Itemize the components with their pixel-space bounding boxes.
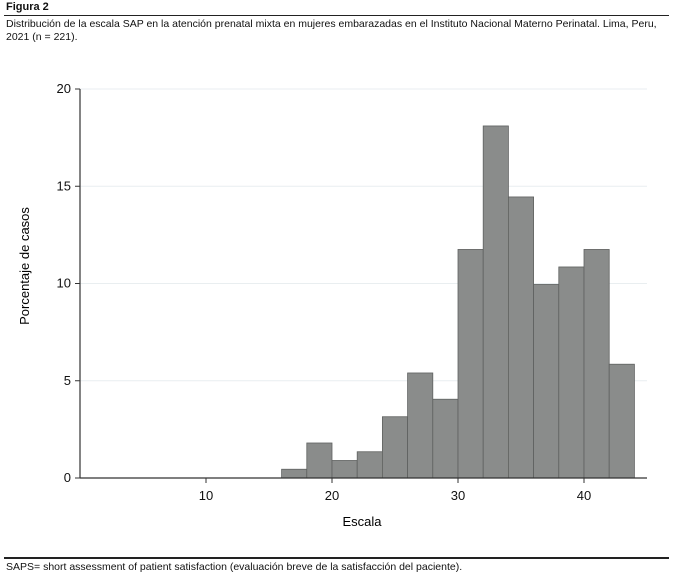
histogram-bar-9 [482,125,509,479]
histogram-bar-5 [381,416,408,479]
histogram-bar-1 [281,468,308,479]
y-tick-label: 5 [64,373,71,388]
x-tick-label: 20 [325,488,339,503]
histogram-bar-14 [608,363,635,479]
histogram-bar-4 [356,451,383,479]
histogram-bar-3 [331,460,358,479]
x-tick-label: 10 [199,488,213,503]
y-axis-label: Porcentaje de casos [17,207,32,325]
histogram-bar-2 [306,442,333,479]
x-tick-label: 30 [451,488,465,503]
histogram-bar-6 [407,372,434,479]
histogram-bars [281,125,635,479]
bottom-rule [4,557,669,559]
figure-caption: Distribución de la escala SAP en la aten… [6,18,657,43]
x-axis-label: Escala [342,514,382,529]
histogram-bar-12 [558,266,585,479]
histogram-bar-7 [432,398,459,479]
top-rule [4,15,669,16]
histogram-bar-8 [457,249,484,479]
y-tick-label: 20 [57,81,71,96]
histogram-bar-11 [533,284,560,479]
x-tick-label: 40 [577,488,591,503]
y-tick-label: 15 [57,178,71,193]
figure-label: Figura 2 [6,1,49,13]
histogram-bar-10 [507,196,534,479]
y-tick-label: 10 [57,276,71,291]
y-tick-label: 0 [64,470,71,485]
axes: 0 5 10 15 20 10 20 30 40 [57,81,647,503]
footnote: SAPS= short assessment of patient satisf… [6,561,463,573]
histogram-bar-13 [583,249,610,479]
